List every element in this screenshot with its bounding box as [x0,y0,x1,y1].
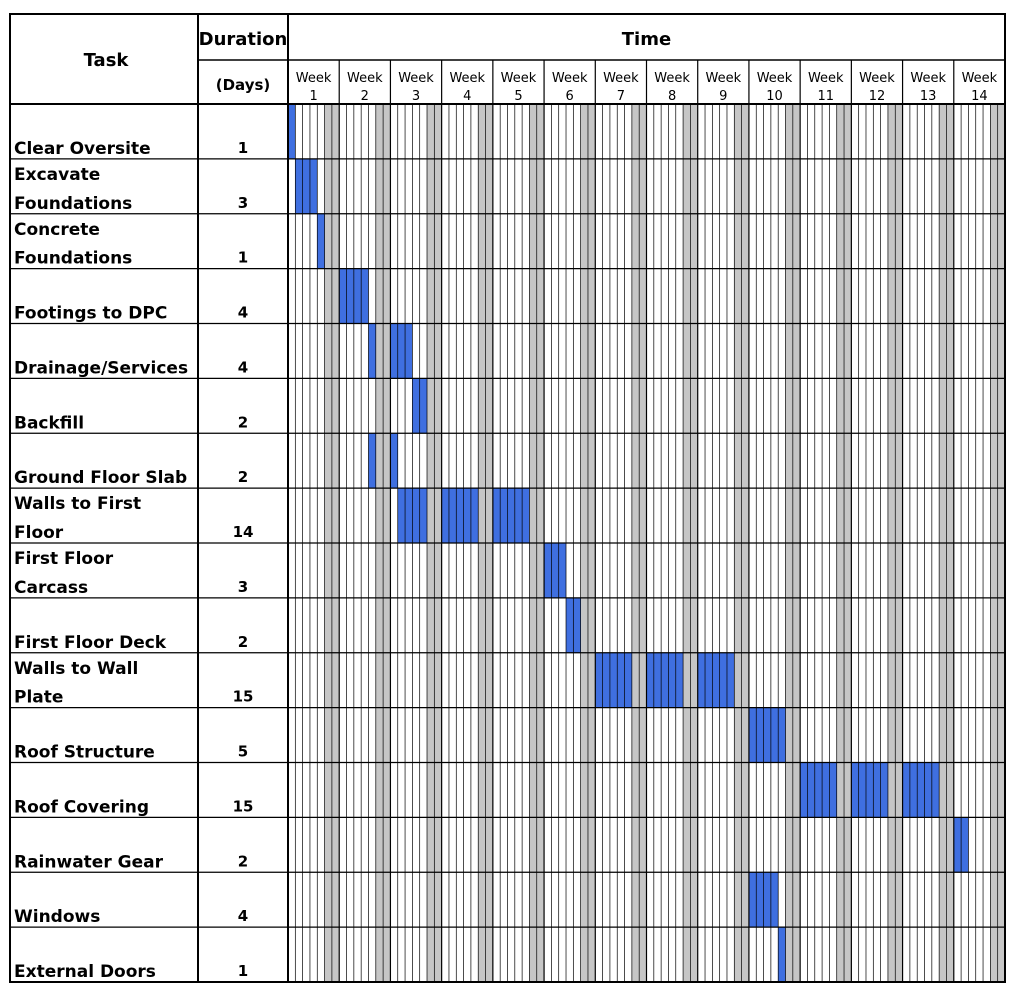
task-name: Clear Oversite [14,139,151,159]
task-bar [390,323,413,379]
week-number: 3 [412,89,420,104]
task-bar [317,213,325,269]
week-number: 2 [361,89,369,104]
task-bar [492,488,530,543]
task-duration: 3 [238,194,248,212]
task-name: Windows [14,907,100,927]
task-name: Concrete [14,220,100,240]
task-name: Rainwater Gear [14,852,164,872]
week-number: 10 [766,89,783,104]
task-name: Foundations [14,194,132,214]
task-name: Floor [14,523,64,543]
task-name: Walls to Wall [14,659,138,679]
task-bar [800,762,837,818]
task-bar [778,927,786,982]
task-bar [697,652,735,708]
week-label: Week [962,71,998,86]
task-duration: 5 [238,743,248,761]
task-bar [851,762,888,818]
duration-header: Duration [199,29,288,50]
week-number: 8 [668,89,676,104]
task-name: First Floor [14,549,114,569]
task-duration: 2 [238,413,248,431]
task-duration: 2 [238,468,248,486]
week-label: Week [347,71,383,86]
task-name: Roof Structure [14,743,155,763]
week-label: Week [552,71,588,86]
week-number: 13 [920,89,937,104]
task-duration: 4 [238,358,248,376]
task-duration: 14 [233,523,254,541]
task-name: Drainage/Services [14,358,188,378]
week-label: Week [603,71,639,86]
task-name: Footings to DPC [14,304,167,324]
week-label: Week [910,71,946,86]
week-label: Week [398,71,434,86]
task-duration: 15 [233,797,254,815]
task-name: Roof Covering [14,797,149,817]
task-bar [595,652,632,708]
week-label: Week [808,71,844,86]
week-number: 14 [971,89,988,104]
task-duration: 4 [238,304,248,322]
task-bar [544,543,567,598]
week-number: 12 [869,89,886,104]
week-label: Week [859,71,895,86]
week-label: Week [501,71,537,86]
week-number: 4 [463,89,471,104]
task-bar [295,158,318,214]
task-bar [748,707,786,763]
task-name: Foundations [14,249,132,269]
week-number: 5 [514,89,522,104]
task-bar [368,433,376,489]
task-name: Walls to First [14,494,141,514]
task-name: Carcass [14,578,88,598]
task-name: Backfill [14,413,84,433]
table-border [9,13,1006,983]
task-duration: 2 [238,633,248,651]
week-label: Week [654,71,690,86]
task-duration: 2 [238,852,248,870]
task-duration: 1 [238,249,248,267]
week-label: Week [706,71,742,86]
task-bar [441,488,479,543]
task-header: Task [84,50,130,71]
task-bar [390,433,398,489]
week-number: 11 [817,89,834,104]
week-number: 7 [617,89,625,104]
duration-unit-header: (Days) [216,76,271,94]
task-duration: 4 [238,907,248,925]
task-name: Plate [14,688,63,708]
task-bar [646,652,684,708]
task-name: External Doors [14,962,156,982]
week-label: Week [296,71,332,86]
task-name: Excavate [14,165,100,185]
week-number: 6 [566,89,574,104]
task-bar [902,762,940,818]
task-bar [368,323,376,379]
week-label: Week [757,71,793,86]
task-duration: 1 [238,139,248,157]
time-header: Time [622,29,671,50]
week-number: 9 [719,89,727,104]
task-name: First Floor Deck [14,633,167,653]
task-duration: 1 [238,962,248,980]
task-name: Ground Floor Slab [14,468,187,488]
task-bar [288,104,296,159]
task-duration: 15 [233,688,254,706]
week-label: Week [449,71,485,86]
week-number: 1 [309,89,317,104]
task-duration: 3 [238,578,248,596]
